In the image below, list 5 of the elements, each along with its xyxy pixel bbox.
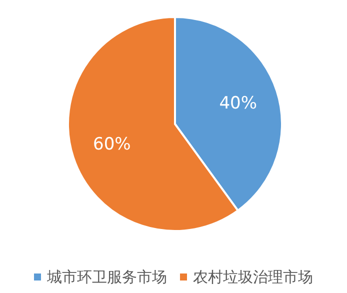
legend-label: 城市环卫服务市场 [46, 268, 167, 286]
legend-label: 农村垃圾治理市场 [193, 268, 313, 286]
data-label: 60% [93, 134, 131, 154]
data-label: 40% [219, 94, 257, 114]
pie: 40% 60% [67, 16, 283, 232]
